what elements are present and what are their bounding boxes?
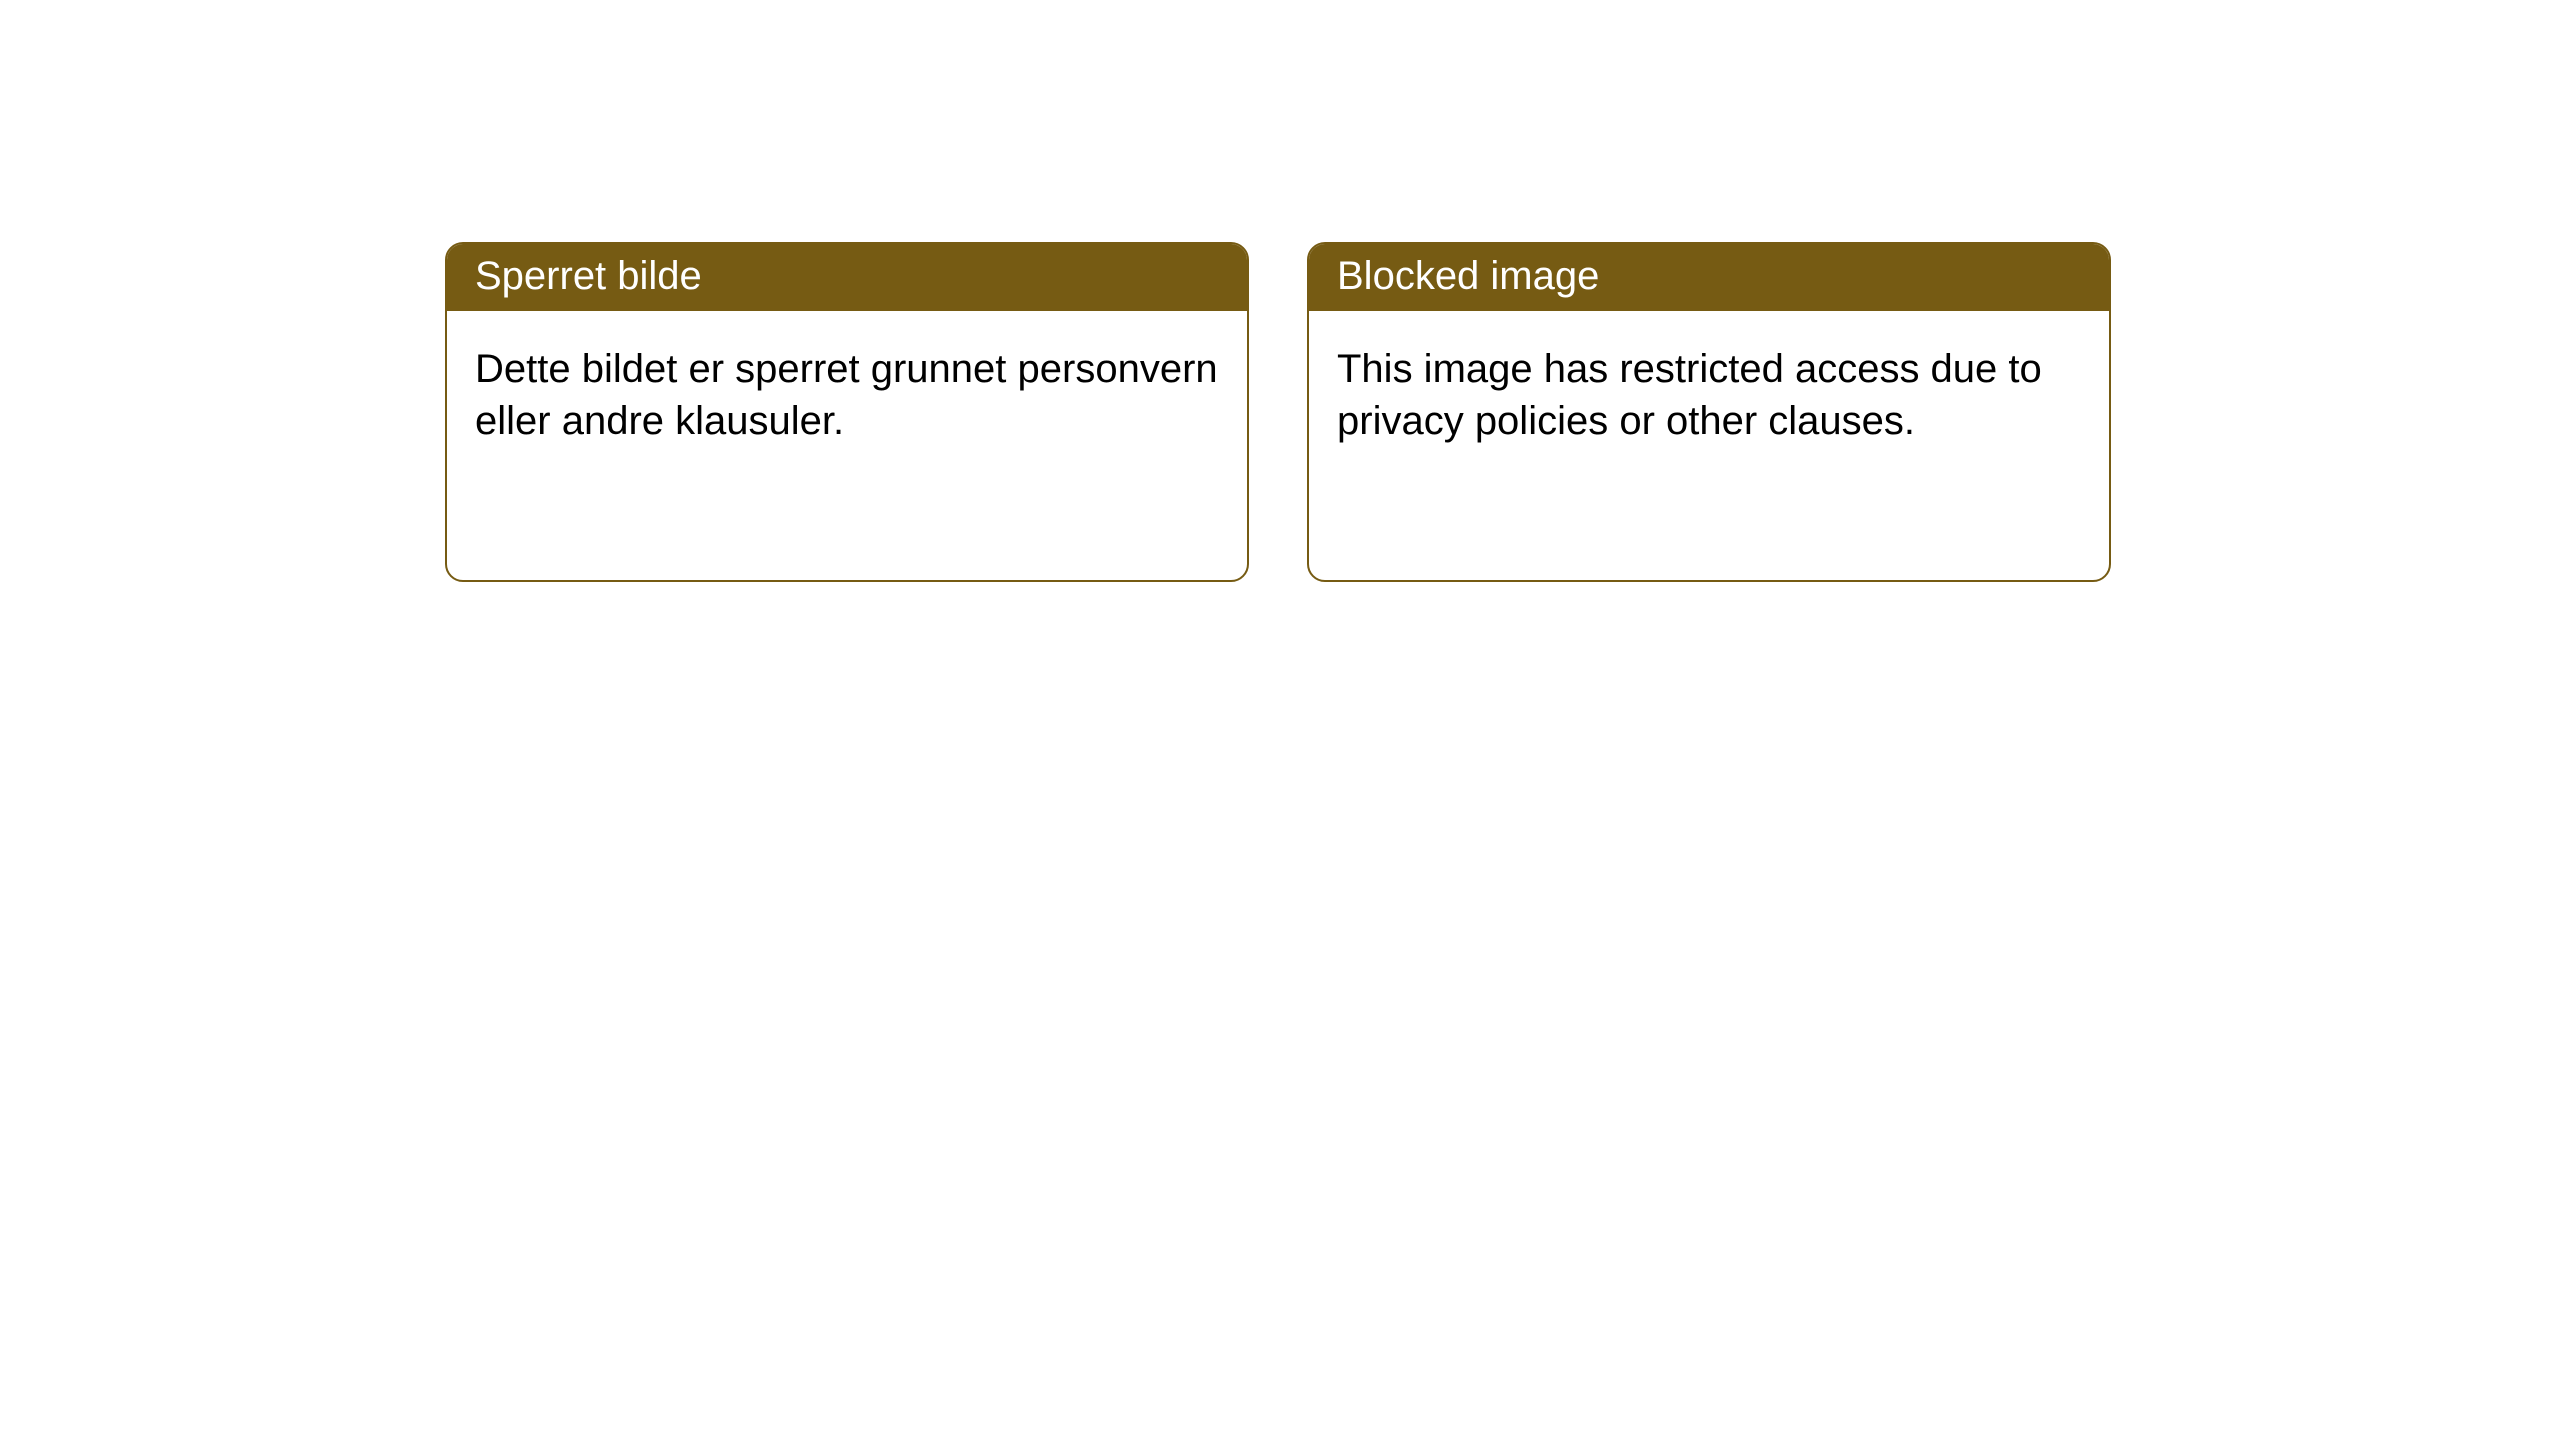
notice-body-norwegian: Dette bildet er sperret grunnet personve… bbox=[447, 311, 1247, 487]
notice-card-norwegian: Sperret bilde Dette bildet er sperret gr… bbox=[445, 242, 1249, 582]
notice-header-english: Blocked image bbox=[1309, 244, 2109, 311]
notice-header-norwegian: Sperret bilde bbox=[447, 244, 1247, 311]
notice-body-english: This image has restricted access due to … bbox=[1309, 311, 2109, 487]
notice-card-english: Blocked image This image has restricted … bbox=[1307, 242, 2111, 582]
notice-container: Sperret bilde Dette bildet er sperret gr… bbox=[445, 242, 2111, 582]
